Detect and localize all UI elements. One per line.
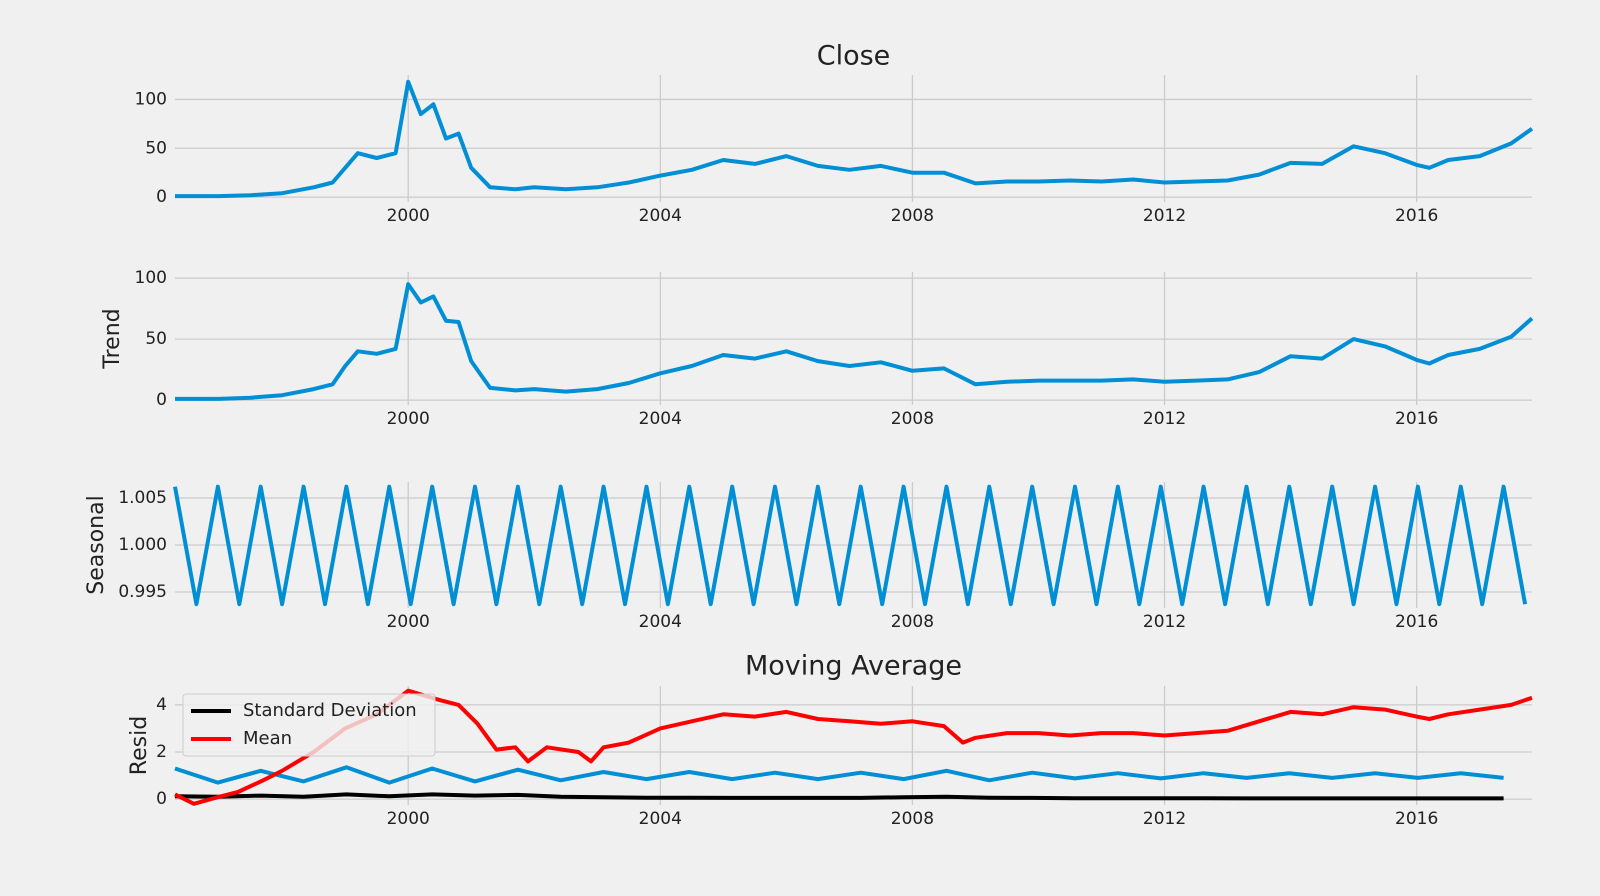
y-axis-label: Seasonal xyxy=(84,495,109,594)
y-tick-label: 100 xyxy=(135,268,167,288)
x-tick-label: 2000 xyxy=(387,612,430,632)
x-tick-label: 2012 xyxy=(1143,809,1186,829)
x-tick-label: 2004 xyxy=(639,206,682,226)
series-line xyxy=(174,792,1504,801)
y-tick-label: 2 xyxy=(156,742,167,762)
y-tick-label: 100 xyxy=(135,89,167,109)
x-tick-label: 2012 xyxy=(1143,612,1186,632)
y-axis-label: Resid xyxy=(127,716,152,775)
x-tick-label: 2000 xyxy=(387,409,430,429)
y-tick-label: 0 xyxy=(156,390,167,410)
x-tick-label: 2004 xyxy=(639,409,682,429)
y-tick-label: 50 xyxy=(145,329,167,349)
x-tick-label: 2012 xyxy=(1143,206,1186,226)
x-tick-label: 2004 xyxy=(639,612,682,632)
x-tick-label: 2000 xyxy=(387,809,430,829)
legend-label: Mean xyxy=(243,728,292,749)
y-tick-label: 4 xyxy=(156,695,167,715)
x-tick-label: 2016 xyxy=(1395,206,1438,226)
x-tick-label: 2016 xyxy=(1395,409,1438,429)
legend: Standard Deviation Mean xyxy=(182,693,436,757)
legend-box xyxy=(182,693,436,757)
series-line xyxy=(174,765,1504,785)
x-tick-label: 2016 xyxy=(1395,612,1438,632)
subplot-title: Moving Average xyxy=(745,651,962,682)
x-tick-label: 2000 xyxy=(387,206,430,226)
series-line xyxy=(175,282,1534,401)
subplot-title: Close xyxy=(817,41,891,72)
x-tick-label: 2004 xyxy=(639,809,682,829)
series-line xyxy=(173,484,1528,607)
x-tick-label: 2012 xyxy=(1143,409,1186,429)
x-tick-label: 2008 xyxy=(891,612,934,632)
series-line xyxy=(175,79,1534,199)
x-tick-label: 2008 xyxy=(891,809,934,829)
x-tick-label: 2008 xyxy=(891,206,934,226)
y-axis-label: Trend xyxy=(100,308,125,369)
x-tick-label: 2008 xyxy=(891,409,934,429)
y-tick-label: 50 xyxy=(145,138,167,158)
y-tick-label: 0.995 xyxy=(118,582,167,602)
y-tick-label: 0 xyxy=(156,789,167,809)
y-tick-label: 0 xyxy=(156,187,167,207)
y-tick-label: 1.005 xyxy=(118,488,167,508)
y-tick-label: 1.000 xyxy=(118,535,167,555)
legend-label: Standard Deviation xyxy=(243,700,417,721)
x-tick-label: 2016 xyxy=(1395,809,1438,829)
